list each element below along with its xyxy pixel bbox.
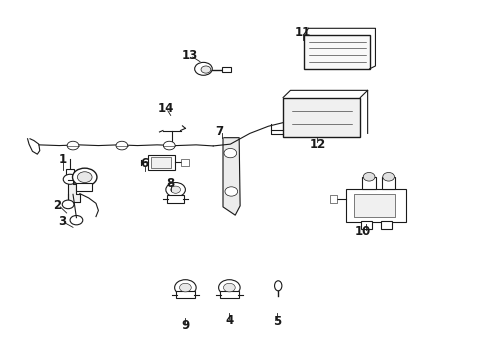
Ellipse shape — [274, 281, 282, 291]
Circle shape — [225, 187, 238, 196]
Bar — [181, 159, 189, 166]
Bar — [76, 183, 92, 192]
Circle shape — [224, 148, 237, 158]
Circle shape — [363, 172, 375, 181]
Bar — [283, 98, 360, 137]
Circle shape — [116, 141, 128, 150]
Circle shape — [62, 200, 74, 209]
Circle shape — [223, 283, 235, 292]
Bar — [330, 195, 337, 203]
Bar — [304, 35, 369, 69]
Circle shape — [383, 172, 394, 181]
Circle shape — [70, 216, 83, 225]
Text: 4: 4 — [225, 314, 234, 327]
Circle shape — [171, 186, 180, 193]
Bar — [361, 221, 372, 229]
Text: 7: 7 — [216, 125, 223, 138]
Text: 8: 8 — [167, 177, 175, 190]
Circle shape — [63, 174, 77, 184]
Text: 3: 3 — [58, 215, 66, 228]
Text: 11: 11 — [294, 27, 311, 40]
Circle shape — [73, 168, 97, 186]
Text: 6: 6 — [141, 157, 149, 170]
Circle shape — [163, 141, 175, 150]
Circle shape — [179, 283, 191, 292]
Circle shape — [201, 66, 211, 73]
Polygon shape — [223, 138, 240, 215]
Bar — [151, 157, 171, 168]
Circle shape — [77, 172, 92, 183]
Circle shape — [67, 141, 79, 150]
Bar — [382, 177, 395, 189]
Bar — [222, 67, 231, 72]
Circle shape — [174, 280, 196, 296]
Circle shape — [195, 62, 212, 75]
Text: 2: 2 — [53, 199, 61, 212]
Bar — [381, 221, 392, 229]
Bar — [175, 291, 195, 298]
Text: 10: 10 — [355, 225, 371, 238]
Bar — [220, 291, 239, 298]
Text: 13: 13 — [182, 49, 198, 62]
Text: 12: 12 — [309, 138, 325, 150]
Text: 5: 5 — [272, 315, 281, 328]
Bar — [345, 189, 406, 222]
Text: 9: 9 — [181, 319, 190, 332]
Bar — [148, 155, 175, 170]
Circle shape — [166, 183, 185, 197]
Bar — [167, 195, 184, 203]
Bar — [354, 194, 395, 217]
Text: 1: 1 — [59, 153, 67, 166]
Bar — [362, 177, 376, 189]
Bar — [66, 169, 74, 176]
Circle shape — [219, 280, 240, 296]
Text: 14: 14 — [158, 103, 174, 116]
Polygon shape — [68, 180, 80, 202]
